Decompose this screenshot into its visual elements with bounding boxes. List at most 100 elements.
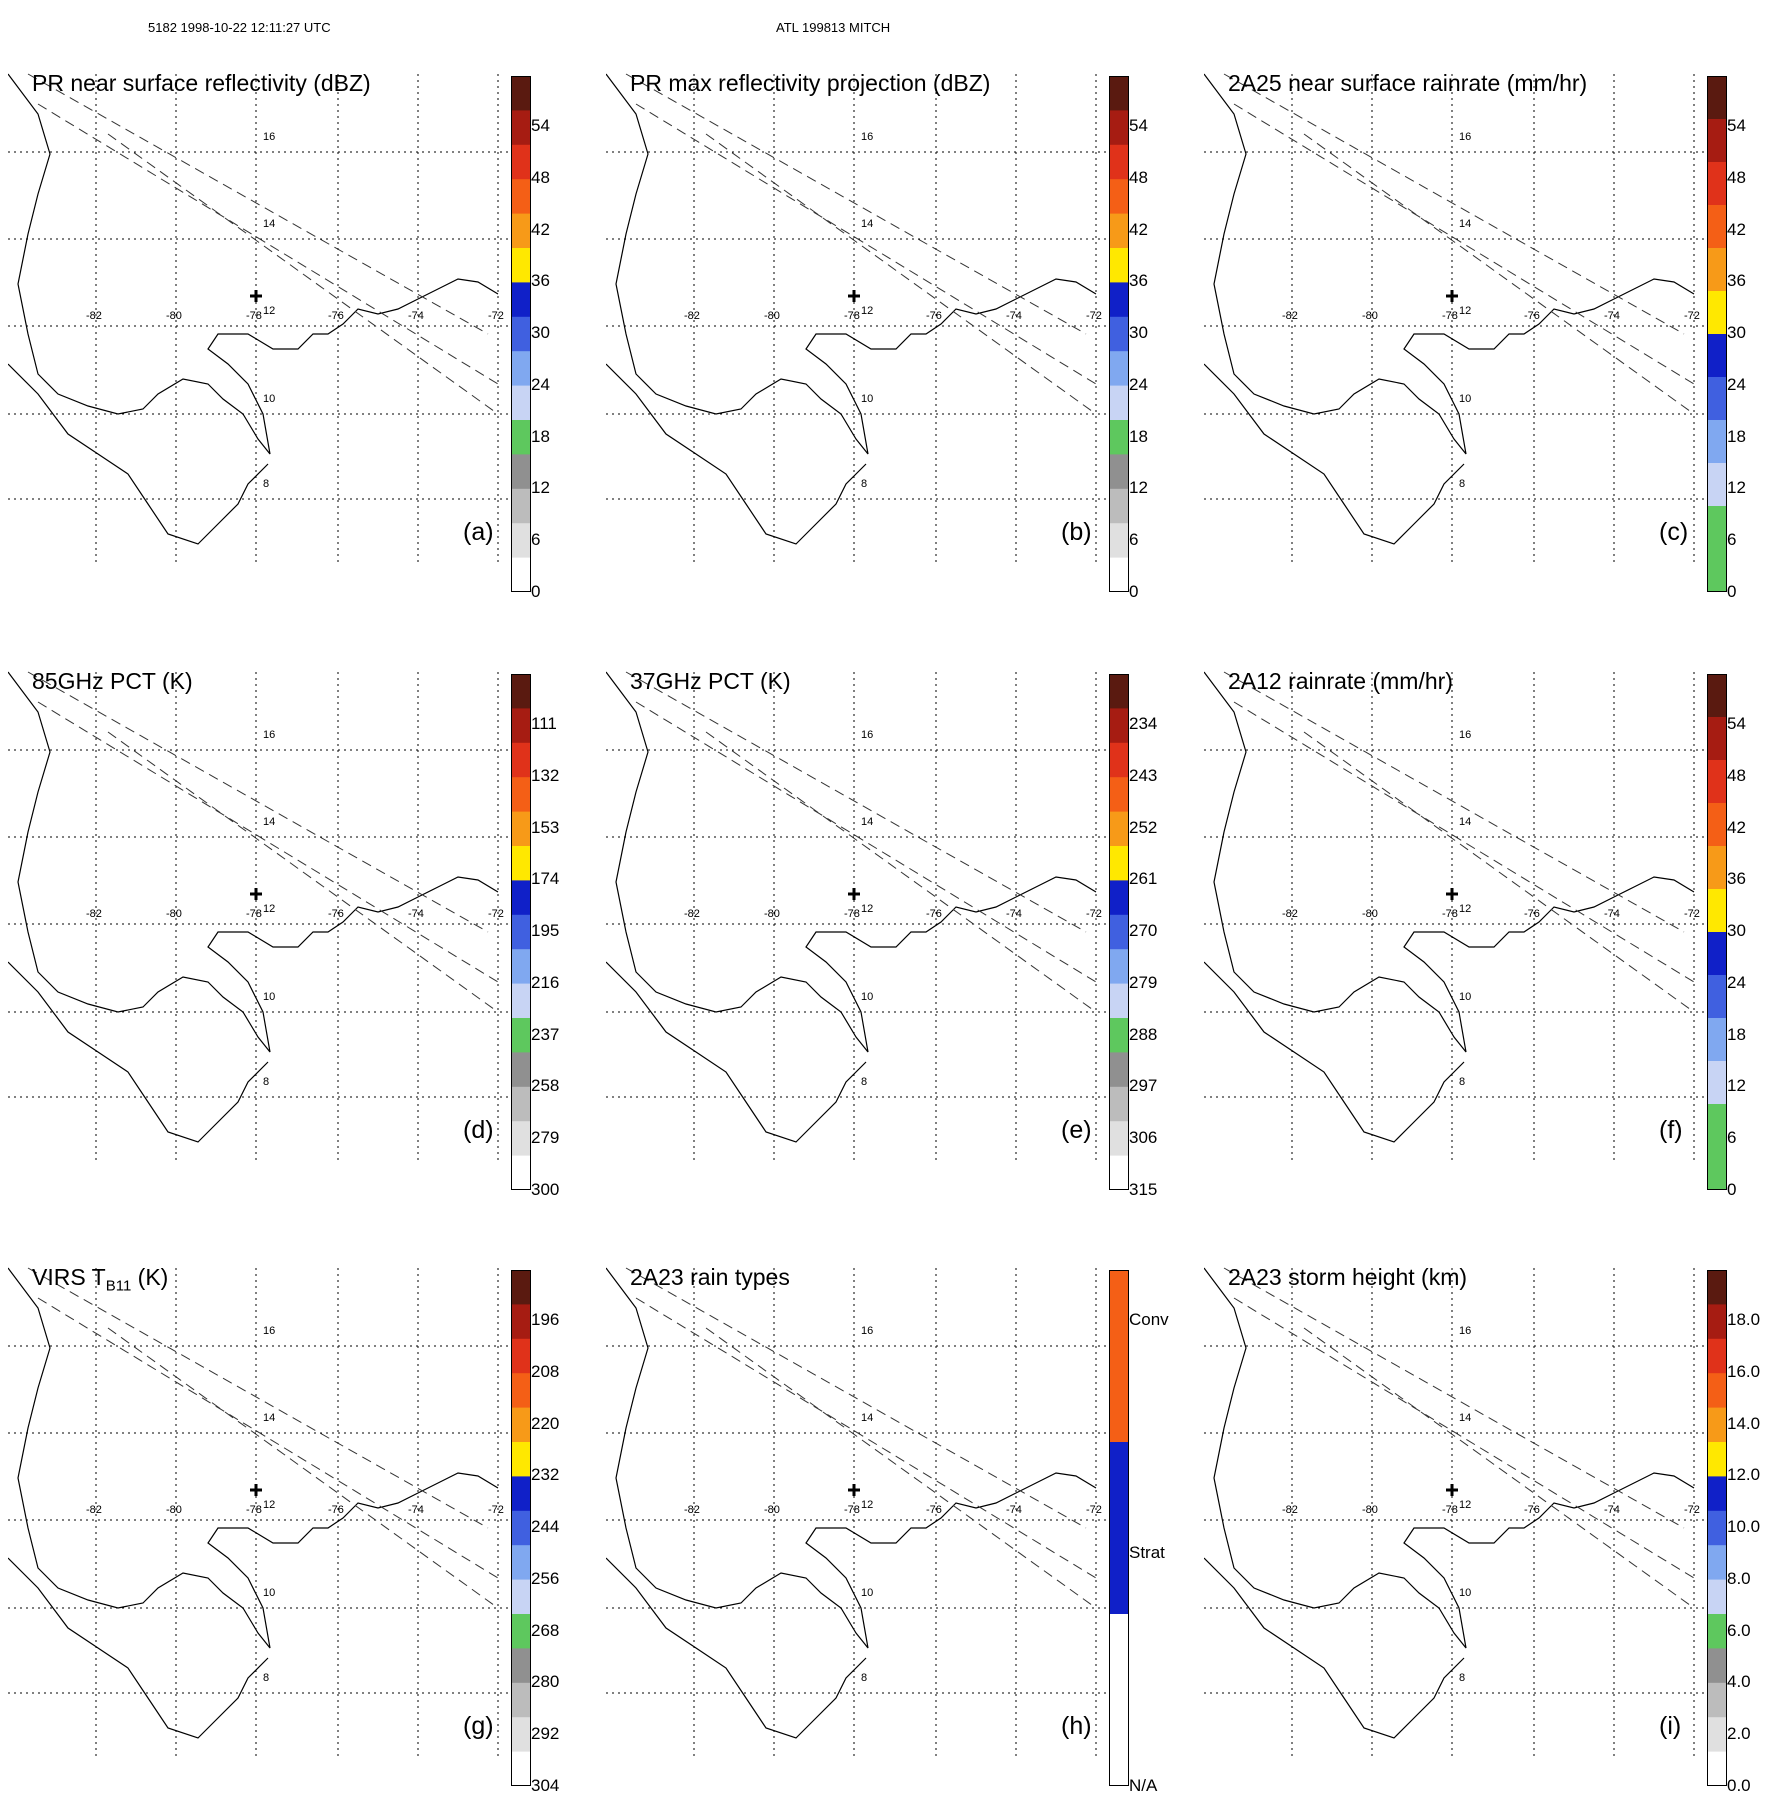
colorbar xyxy=(511,1270,531,1786)
lon-tick-label: -72 xyxy=(1684,908,1700,920)
lon-tick-label: -78 xyxy=(1442,908,1458,920)
colorbar-segment xyxy=(511,983,531,1019)
colorbar-label: 304 xyxy=(531,1776,560,1795)
colorbar-segment xyxy=(1109,914,1129,950)
lat-tick-label: 8 xyxy=(861,1076,867,1088)
colorbar-label: N/A xyxy=(1129,1776,1158,1795)
colorbar-segment xyxy=(511,1442,531,1477)
colorbar-segment xyxy=(1707,1510,1727,1546)
lat-tick-label: 16 xyxy=(861,729,873,741)
colorbar-segment xyxy=(1707,334,1727,378)
colorbar-segment xyxy=(511,1338,531,1374)
lon-tick-label: -72 xyxy=(1684,1504,1700,1516)
colorbar-segment xyxy=(1707,1104,1727,1148)
coastline xyxy=(606,73,1097,455)
colorbar-segment xyxy=(511,1304,531,1340)
lat-tick-label: 8 xyxy=(263,1076,269,1088)
colorbar-label: 6 xyxy=(1727,530,1737,550)
colorbar-segment xyxy=(511,1614,531,1649)
lat-tick-label: 14 xyxy=(1459,1412,1471,1424)
swath-edge xyxy=(635,701,1097,983)
colorbar-label: 48 xyxy=(1727,765,1746,785)
colorbar-label: 24 xyxy=(1129,374,1148,394)
lon-tick-label: -80 xyxy=(166,908,182,920)
colorbar-segment xyxy=(511,144,531,180)
swath-edge xyxy=(37,103,499,385)
colorbar-segment xyxy=(1707,674,1727,718)
panel-label: (e) xyxy=(1061,1116,1092,1144)
lon-tick-label: -78 xyxy=(844,908,860,920)
colorbar-segment xyxy=(511,1052,531,1088)
lon-tick-label: -74 xyxy=(1604,1504,1620,1516)
coastline xyxy=(1204,1267,1695,1649)
colorbar-segment xyxy=(1707,1614,1727,1649)
colorbar-segment xyxy=(1109,179,1129,215)
map-frame: -82-80-78-76-74-721614121086 xyxy=(8,671,508,1162)
panel-h: -82-80-78-76-74-721614121086 2A23 rain t… xyxy=(606,1228,1169,1795)
colorbar-label: 234 xyxy=(1129,714,1158,733)
colorbar-segment xyxy=(1707,975,1727,1019)
colorbar-segment xyxy=(1707,549,1727,592)
storm-center-cross-icon xyxy=(848,290,860,302)
colorbar-label: 48 xyxy=(1727,167,1746,187)
lat-tick-label: 14 xyxy=(263,218,275,230)
lon-tick-label: -80 xyxy=(764,310,780,322)
colorbar-segment xyxy=(1109,557,1129,592)
colorbar-label: 14.0 xyxy=(1727,1413,1761,1433)
swath-edge xyxy=(37,1297,499,1579)
lon-tick-label: -82 xyxy=(684,908,700,920)
colorbar-label: 18 xyxy=(1727,1024,1746,1044)
colorbar-segment xyxy=(511,523,531,559)
lat-tick-label: 16 xyxy=(1459,729,1471,741)
colorbar-segment xyxy=(1109,1121,1129,1157)
colorbar-label: 12.0 xyxy=(1727,1465,1761,1485)
title-main: VIRS T xyxy=(32,1264,106,1290)
coastline-south xyxy=(606,363,867,545)
lon-tick-label: -82 xyxy=(684,1504,700,1516)
colorbar-label: 279 xyxy=(531,1128,560,1148)
colorbar-segment xyxy=(1707,1270,1727,1305)
colorbar-segment xyxy=(1707,1061,1727,1105)
colorbar-label: 30 xyxy=(1727,921,1746,941)
lat-tick-label: 12 xyxy=(1459,305,1471,317)
colorbar-label: 24 xyxy=(1727,374,1746,394)
map-frame: -82-80-78-76-74-721614121086 xyxy=(1204,1267,1704,1758)
colorbar-segment xyxy=(511,1155,531,1190)
colorbar-segment xyxy=(511,1373,531,1409)
colorbar-segment xyxy=(511,1121,531,1157)
swath-edge xyxy=(1233,103,1695,385)
colorbar-segment xyxy=(511,351,531,387)
lon-tick-label: -76 xyxy=(926,310,942,322)
colorbar-segment xyxy=(511,1476,531,1512)
coastline xyxy=(606,1267,1097,1649)
colorbar-segment xyxy=(511,880,531,916)
colorbar-segment xyxy=(1109,1442,1129,1615)
colorbar-segment xyxy=(1109,351,1129,387)
colorbar-label: 12 xyxy=(1727,1076,1746,1096)
colorbar-label: 8.0 xyxy=(1727,1568,1751,1588)
colorbar-segment xyxy=(1707,889,1727,933)
colorbar-label: 12 xyxy=(531,478,550,498)
lat-tick-label: 14 xyxy=(1459,218,1471,230)
map-frame: -82-80-78-76-74-721614121086 xyxy=(606,671,1106,1162)
colorbar-segment xyxy=(1109,983,1129,1019)
lon-tick-label: -72 xyxy=(1086,310,1102,322)
colorbar-segment xyxy=(1109,420,1129,455)
colorbar-label: 54 xyxy=(1727,714,1746,733)
lon-tick-label: -72 xyxy=(1086,908,1102,920)
coastline-south xyxy=(1204,1557,1465,1739)
colorbar-segment xyxy=(1707,76,1727,120)
panel-e: -82-80-78-76-74-721614121086 37GHz PCT (… xyxy=(606,632,1166,1199)
colorbar-segment xyxy=(1109,76,1129,111)
lon-tick-label: -78 xyxy=(246,310,262,322)
coastline xyxy=(1204,73,1695,455)
colorbar-label: 16.0 xyxy=(1727,1361,1761,1381)
panel-label: (d) xyxy=(463,1116,494,1144)
lon-tick-label: -74 xyxy=(408,908,424,920)
colorbar-segment xyxy=(1707,205,1727,249)
lat-tick-label: 10 xyxy=(1459,991,1471,1003)
colorbar-segment xyxy=(1707,1648,1727,1684)
lon-tick-label: -80 xyxy=(764,1504,780,1516)
swath-edge xyxy=(705,133,1097,415)
colorbar-label: 24 xyxy=(1727,972,1746,992)
